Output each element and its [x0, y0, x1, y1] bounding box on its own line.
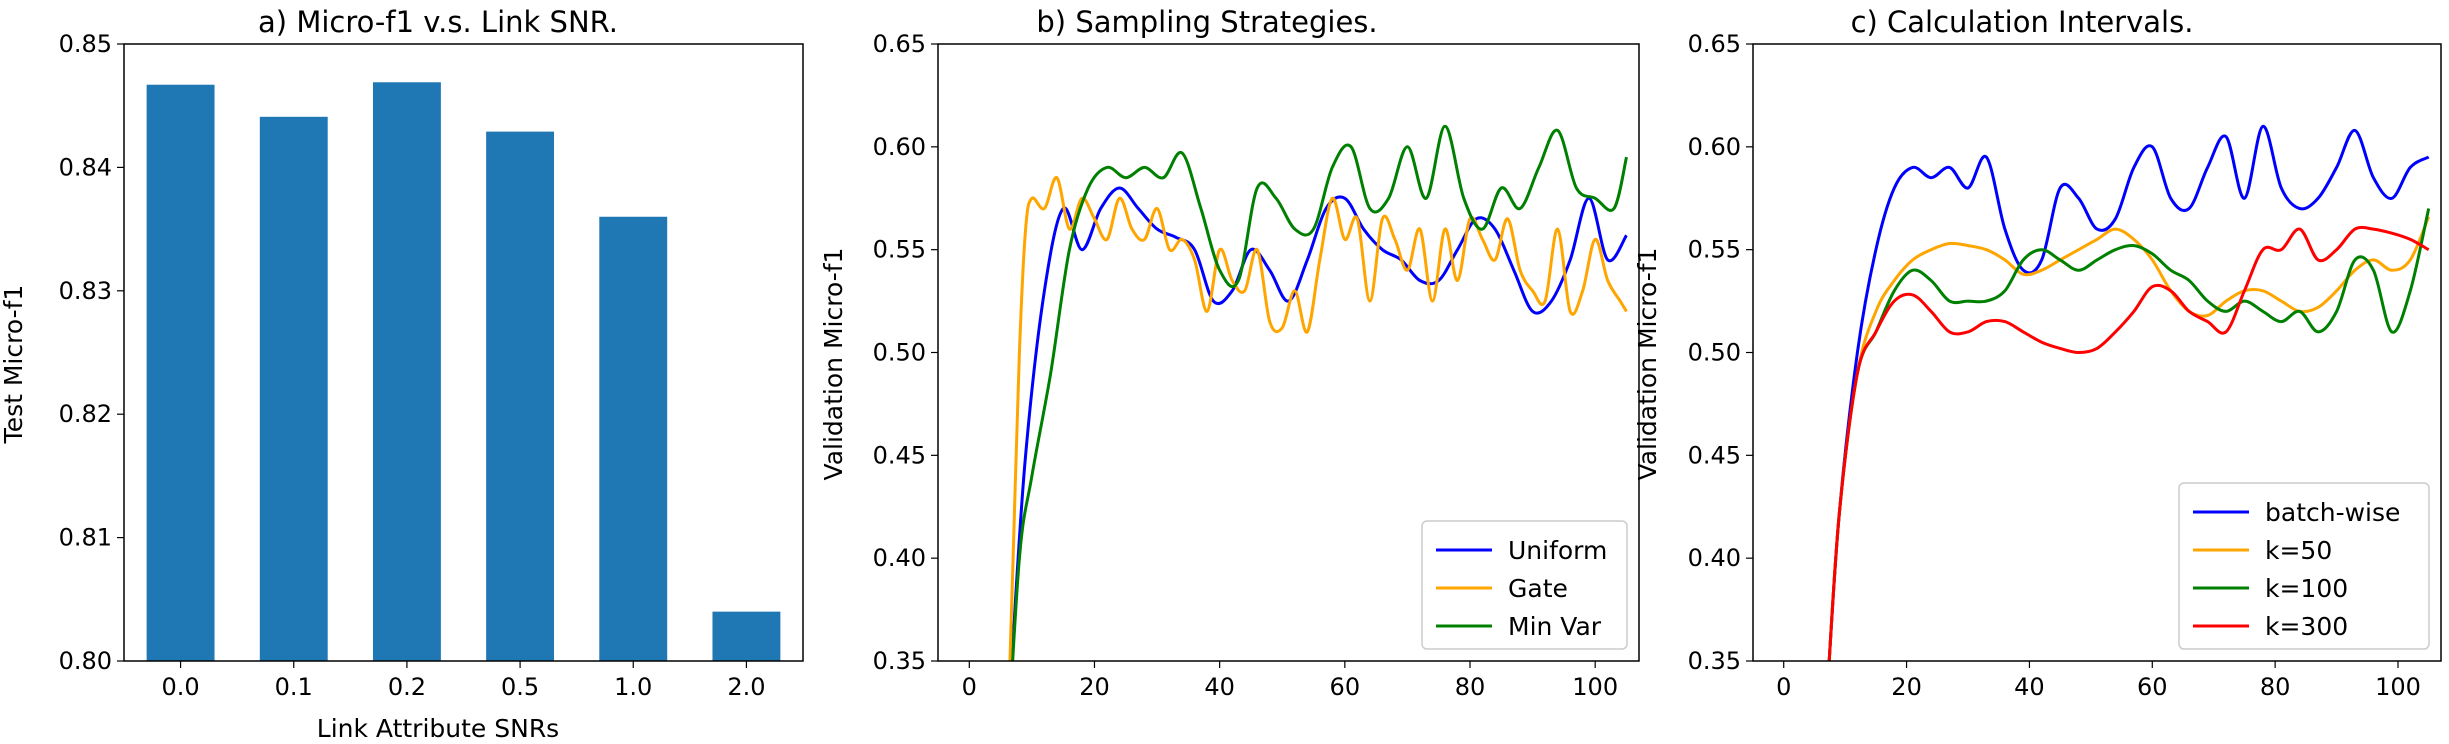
y-tick-label: 0.85: [59, 30, 112, 58]
y-tick-label: 0.55: [1688, 236, 1741, 264]
legend: Uniform Gate Min Var: [1421, 520, 1628, 650]
y-tick-label: 0.35: [1688, 647, 1741, 675]
x-tick-label: 60: [2137, 673, 2168, 701]
y-tick-label: 0.81: [59, 524, 112, 552]
legend-label: Gate: [1508, 574, 1568, 603]
legend-label: Min Var: [1508, 612, 1602, 641]
series-line-k-50: [1827, 216, 2431, 661]
x-tick-label: 1.0: [614, 673, 652, 701]
y-tick-label: 0.80: [59, 647, 112, 675]
chart-title: c) Calculation Intervals.: [1851, 5, 2194, 39]
y-tick-label: 0.65: [1688, 30, 1741, 58]
x-tick-label: 0.2: [388, 673, 426, 701]
y-tick-label: 0.83: [59, 277, 112, 305]
legend-label: Uniform: [1508, 536, 1607, 565]
series-line-k-100: [1827, 208, 2431, 661]
series-line-min-var: [1011, 124, 1628, 661]
legend-label: k=300: [2265, 612, 2348, 641]
panel-c-line-chart: c) Calculation Intervals. Validation Mic…: [1633, 5, 2442, 701]
legend-label: batch-wise: [2265, 498, 2400, 527]
y-tick-label: 0.84: [59, 153, 112, 181]
x-tick-label: 40: [1204, 673, 1235, 701]
x-tick-label: 2.0: [727, 673, 765, 701]
bar-0.0: [146, 84, 215, 662]
series-line-k-300: [1827, 225, 2430, 661]
y-tick-label: 0.50: [1688, 339, 1741, 367]
x-tick-label: 100: [2375, 673, 2421, 701]
plot-frame: [123, 43, 804, 662]
x-tick-label: 0.0: [161, 673, 199, 701]
y-tick-label: 0.45: [873, 441, 926, 469]
x-tick-label: 0: [1776, 673, 1791, 701]
bar-0.1: [259, 116, 328, 661]
bar-1.0: [599, 216, 668, 661]
x-tick-label: 60: [1330, 673, 1361, 701]
x-tick-label: 0.1: [275, 673, 313, 701]
y-tick-label: 0.82: [59, 400, 112, 428]
y-tick-label: 0.60: [873, 133, 926, 161]
y-axis-label: Validation Micro-f1: [819, 248, 848, 481]
x-tick-label: 20: [1891, 673, 1922, 701]
y-tick-label: 0.40: [1688, 544, 1741, 572]
x-tick-label: 80: [2260, 673, 2291, 701]
series-line-gate: [1008, 176, 1628, 661]
x-tick-label: 0.5: [501, 673, 539, 701]
series-line-batch-wise: [1827, 124, 2430, 661]
panel-b-line-chart: b) Sampling Strategies. Validation Micro…: [819, 5, 1640, 701]
y-tick-label: 0.65: [873, 30, 926, 58]
chart-title: a) Micro-f1 v.s. Link SNR.: [258, 5, 618, 39]
panel-a-bar-chart: a) Micro-f1 v.s. Link SNR. Link Attribut…: [0, 5, 804, 743]
bar-2.0: [712, 611, 781, 661]
plot-frame: [1752, 43, 2442, 662]
y-axis-label: Validation Micro-f1: [1633, 248, 1662, 481]
legend-box: [1421, 520, 1628, 650]
y-tick-label: 0.40: [873, 544, 926, 572]
y-tick-label: 0.50: [873, 339, 926, 367]
legend-box: [2178, 482, 2430, 650]
x-tick-label: 100: [1572, 673, 1618, 701]
y-tick-label: 0.45: [1688, 441, 1741, 469]
legend: batch-wise k=50 k=100 k=300: [2178, 482, 2430, 650]
y-tick-label: 0.35: [873, 647, 926, 675]
y-axis-label: Test Micro-f1: [0, 285, 28, 445]
plot-frame: [937, 43, 1640, 662]
y-tick-label: 0.55: [873, 236, 926, 264]
x-axis-label: Link Attribute SNRs: [317, 714, 559, 743]
legend-label: k=50: [2265, 536, 2332, 565]
bar-0.5: [486, 131, 555, 661]
chart-title: b) Sampling Strategies.: [1036, 5, 1377, 39]
plot-area: [1008, 124, 1628, 661]
x-tick-label: 80: [1455, 673, 1486, 701]
x-tick-label: 40: [2014, 673, 2045, 701]
legend-label: k=100: [2265, 574, 2348, 603]
bar-0.2: [372, 82, 441, 661]
x-tick-label: 20: [1079, 673, 1110, 701]
plot-area: [1827, 124, 2431, 661]
y-tick-label: 0.60: [1688, 133, 1741, 161]
x-tick-label: 0: [962, 673, 977, 701]
